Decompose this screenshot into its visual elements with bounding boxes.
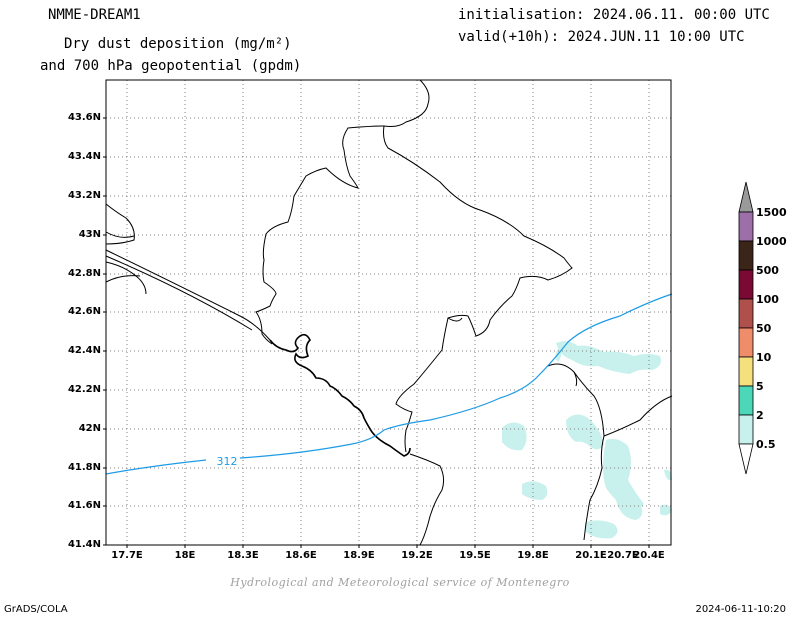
colorbar-swatch-50 <box>738 298 754 329</box>
colorbar-swatch-10 <box>738 327 754 358</box>
colorbar-label: 0.5 <box>756 438 776 451</box>
colorbar-label: 1500 <box>756 206 787 219</box>
lat-label: 41.6N <box>67 500 101 511</box>
colorbar-swatch-2 <box>738 385 754 416</box>
lon-label: 20.4E <box>633 550 665 561</box>
model-name: NMME-DREAM1 <box>48 7 141 23</box>
lat-label: 43N <box>78 229 101 240</box>
lon-label: 18.9E <box>343 550 375 561</box>
dust-deposition-patches <box>502 341 672 539</box>
lon-label: 20.1E <box>575 550 607 561</box>
lon-label: 19.8E <box>517 550 549 561</box>
lat-label: 42.2N <box>67 384 101 395</box>
colorbar-swatch-100 <box>738 269 754 300</box>
colorbar-label: 1000 <box>756 235 787 248</box>
lon-label: 20.7E <box>607 550 639 561</box>
lat-label: 41.4N <box>67 539 101 550</box>
lon-label: 18E <box>174 550 196 561</box>
colorbar-label: 100 <box>756 293 779 306</box>
axis-ticks <box>103 117 650 548</box>
lon-label: 17.7E <box>111 550 143 561</box>
colorbar-label: 2 <box>756 409 764 422</box>
initialisation-time: initialisation: 2024.06.11. 00:00 UTC <box>458 7 770 23</box>
lon-label: 18.6E <box>285 550 317 561</box>
valid-time: valid(+10h): 2024.JUN.11 10:00 UTC <box>458 29 745 45</box>
colorbar-label: 50 <box>756 322 772 335</box>
lat-label: 42N <box>78 423 101 434</box>
colorbar-top-cap <box>738 181 754 213</box>
contour-label-312: 312 <box>217 455 238 468</box>
colorbar-label: 5 <box>756 380 764 393</box>
lat-label: 42.4N <box>67 345 101 356</box>
colorbar-bottom-cap <box>738 443 754 475</box>
map-title: Dry dust deposition (mg/m²) <box>64 36 292 52</box>
software-label: GrADS/COLA <box>4 604 68 615</box>
country-boundaries <box>105 79 673 546</box>
colorbar-swatch-5 <box>738 356 754 387</box>
lat-label: 41.8N <box>67 462 101 473</box>
lon-label: 19.2E <box>401 550 433 561</box>
lat-label: 43.6N <box>67 112 101 123</box>
lat-label: 43.2N <box>67 190 101 201</box>
lat-label: 42.6N <box>67 306 101 317</box>
map-subtitle: and 700 hPa geopotential (gpdm) <box>40 58 302 74</box>
colorbar-label: 500 <box>756 264 779 277</box>
colorbar-label: 10 <box>756 351 772 364</box>
lat-label: 43.4N <box>67 151 101 162</box>
colorbar <box>738 181 754 475</box>
colorbar-swatch-500 <box>738 240 754 271</box>
colorbar-swatch-05 <box>738 414 754 445</box>
colorbar-swatch-1000 <box>738 211 754 242</box>
graticule <box>106 80 671 545</box>
geopotential-contour-312 <box>105 293 673 475</box>
coastline-detail <box>269 333 411 457</box>
credit-text: Hydrological and Meteorological service … <box>230 576 570 589</box>
lat-label: 42.8N <box>67 268 101 279</box>
lon-label: 18.3E <box>227 550 259 561</box>
generation-timestamp: 2024-06-11-10:20 <box>695 604 786 615</box>
lon-label: 19.5E <box>459 550 491 561</box>
